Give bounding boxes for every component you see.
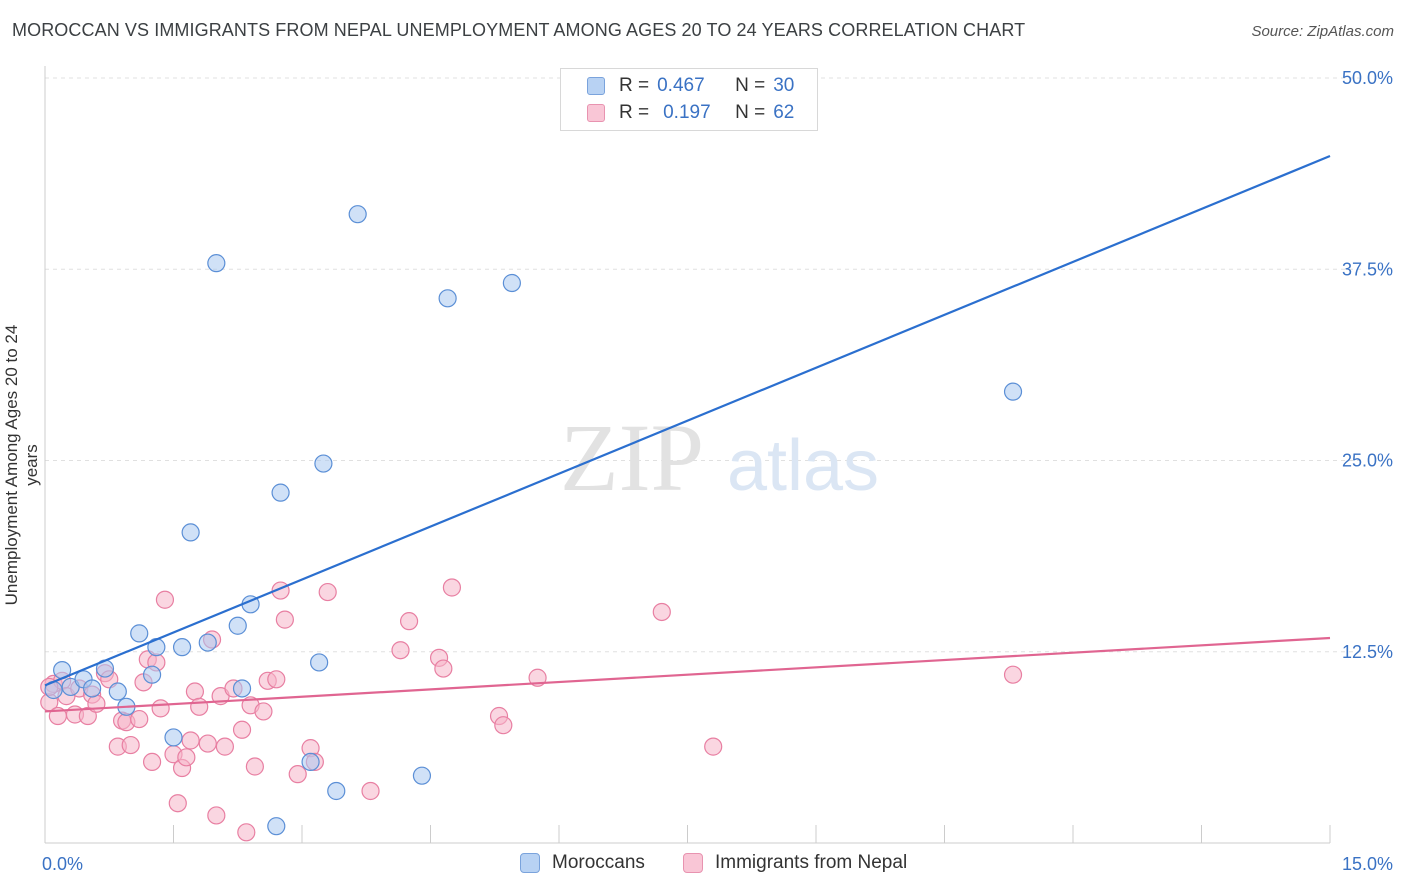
nepal-point: [121, 735, 140, 755]
series-swatch-blue: [520, 853, 540, 873]
nepal-point: [288, 765, 307, 784]
tick-labels: 12.5% 25.0% 37.5% 50.0% 0.0% 15.0%: [42, 68, 1393, 874]
legend-n-value: 62: [773, 102, 795, 123]
nepal-point: [130, 709, 149, 729]
legend-row-moroccans: R = 0.467 N = 30: [587, 74, 794, 98]
moroccan-point: [310, 653, 329, 672]
moroccan-point: [314, 454, 333, 473]
series-label-nepal: Immigrants from Nepal: [715, 852, 908, 873]
moroccan-point: [438, 289, 457, 308]
moroccan-trend-line: [44, 155, 1331, 687]
nepal-point: [245, 757, 264, 776]
series-legend-nepal: Immigrants from Nepal: [683, 852, 907, 874]
nepal-point: [399, 612, 419, 631]
legend-n-value: 30: [773, 75, 795, 96]
moroccan-point: [130, 624, 149, 643]
moroccan-point: [142, 665, 162, 684]
nepal-point: [434, 659, 453, 678]
moroccan-point: [181, 523, 200, 542]
nepal-point: [237, 823, 256, 842]
nepal-point: [151, 699, 170, 718]
moroccan-point: [412, 766, 432, 785]
nepal-point: [232, 720, 252, 739]
nepal-point: [185, 682, 205, 701]
moroccan-point: [164, 728, 183, 747]
nepal-point: [181, 731, 200, 750]
nepal-point: [267, 670, 286, 689]
moroccan-point: [327, 781, 346, 801]
legend-swatch-pink: [587, 104, 605, 122]
x-tick-label-min: 0.0%: [42, 854, 83, 874]
x-tick-label-max: 15.0%: [1342, 854, 1393, 874]
y-tick-label: 12.5%: [1342, 642, 1393, 662]
nepal-point: [177, 748, 196, 767]
legend-n-label: N =: [735, 75, 766, 96]
nepal-point: [207, 806, 226, 825]
nepal-point: [198, 734, 217, 753]
nepal-point: [254, 702, 273, 721]
legend-n-label: N =: [735, 102, 766, 123]
y-tick-label: 37.5%: [1342, 259, 1393, 279]
nepal-trend-line: [44, 636, 1331, 713]
correlation-legend: R = 0.467 N = 30 R = 0.197 N = 62: [560, 68, 818, 131]
chart-title: MOROCCAN VS IMMIGRANTS FROM NEPAL UNEMPL…: [12, 20, 1026, 40]
nepal-points: [40, 578, 1023, 842]
nepal-point: [361, 781, 380, 801]
moroccan-point: [502, 273, 521, 293]
nepal-point: [494, 716, 513, 735]
moroccan-point: [232, 679, 252, 698]
moroccan-point: [228, 616, 247, 635]
watermark-atlas: atlas: [727, 426, 879, 506]
moroccan-point: [301, 752, 320, 772]
trend-lines: [44, 155, 1331, 713]
legend-r-label: R =: [619, 102, 650, 123]
series-label-moroccans: Moroccans: [552, 852, 645, 873]
moroccan-point: [207, 254, 226, 273]
gridlines: [45, 77, 1365, 653]
moroccan-point: [267, 817, 286, 836]
nepal-point: [155, 590, 175, 609]
series-legend: Moroccans Immigrants from Nepal: [0, 852, 1406, 878]
nepal-point: [442, 578, 462, 597]
nepal-point: [1003, 665, 1023, 684]
legend-row-nepal: R = 0.197 N = 62: [587, 101, 794, 125]
axes: [44, 66, 1331, 844]
moroccan-point: [271, 483, 290, 502]
legend-r-value: 0.467: [657, 75, 705, 96]
moroccan-point: [198, 633, 217, 652]
y-tick-label: 50.0%: [1342, 68, 1393, 88]
moroccan-point: [108, 682, 127, 701]
moroccan-point: [172, 638, 192, 657]
nepal-point: [168, 794, 187, 813]
y-axis-label: Unemployment Among Ages 20 to 24 years: [2, 324, 41, 606]
nepal-point: [652, 602, 671, 622]
watermark-zip: ZIP: [560, 404, 704, 511]
series-legend-moroccans: Moroccans: [520, 852, 645, 874]
nepal-point: [275, 610, 294, 629]
nepal-point: [391, 641, 410, 660]
watermark: ZIP atlas: [560, 404, 879, 511]
moroccan-point: [348, 205, 367, 224]
legend-r-value: 0.197: [663, 102, 711, 123]
nepal-point: [215, 737, 234, 756]
nepal-point: [318, 582, 337, 602]
nepal-point: [190, 697, 209, 716]
legend-r-label: R =: [619, 75, 650, 96]
source-label: Source: ZipAtlas.com: [1251, 23, 1394, 40]
moroccan-point: [83, 679, 102, 698]
moroccan-points: [44, 205, 1023, 836]
nepal-point: [142, 752, 162, 772]
legend-swatch-blue: [587, 77, 605, 95]
y-tick-label: 25.0%: [1342, 451, 1393, 471]
nepal-point: [704, 737, 723, 756]
moroccan-point: [1003, 382, 1023, 401]
series-swatch-pink: [683, 853, 703, 873]
